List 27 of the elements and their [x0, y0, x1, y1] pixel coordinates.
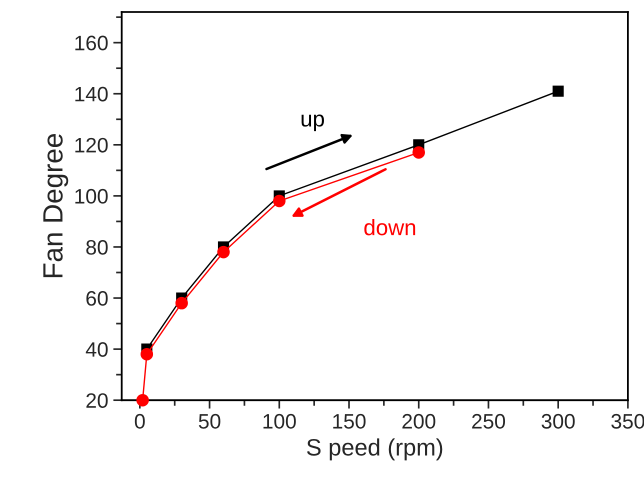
x-tick-label: 100 [264, 414, 296, 429]
annotation: down [364, 219, 416, 236]
y-axis-title: Fan Degree [43, 134, 68, 278]
y-tick-label: 20 [86, 393, 108, 408]
x-tick-label: 350 [611, 414, 644, 429]
x-tick-label: 0 [134, 414, 145, 429]
y-tick-label: 140 [75, 86, 108, 102]
x-axis-title: S peed (rpm) [306, 438, 442, 460]
y-tick-label: 60 [86, 291, 108, 306]
point [273, 194, 286, 208]
point [136, 394, 149, 406]
y-tick-label: 100 [75, 188, 108, 204]
y-tick-label: 160 [75, 36, 108, 50]
y-tick-label: 120 [75, 138, 108, 153]
x-tick-label: 50 [198, 414, 220, 429]
annotation: up [302, 114, 324, 132]
point [175, 296, 188, 310]
y-tick-label: 80 [86, 240, 108, 255]
point [412, 146, 425, 159]
x-tick-label: 300 [542, 414, 575, 429]
x-tick-label: 250 [472, 414, 506, 429]
y-tick-label: 40 [86, 342, 108, 357]
x-tick-label: 200 [402, 414, 436, 429]
point [140, 348, 154, 360]
point [217, 246, 230, 258]
x-tick-label: 150 [333, 414, 366, 429]
point [552, 86, 564, 97]
